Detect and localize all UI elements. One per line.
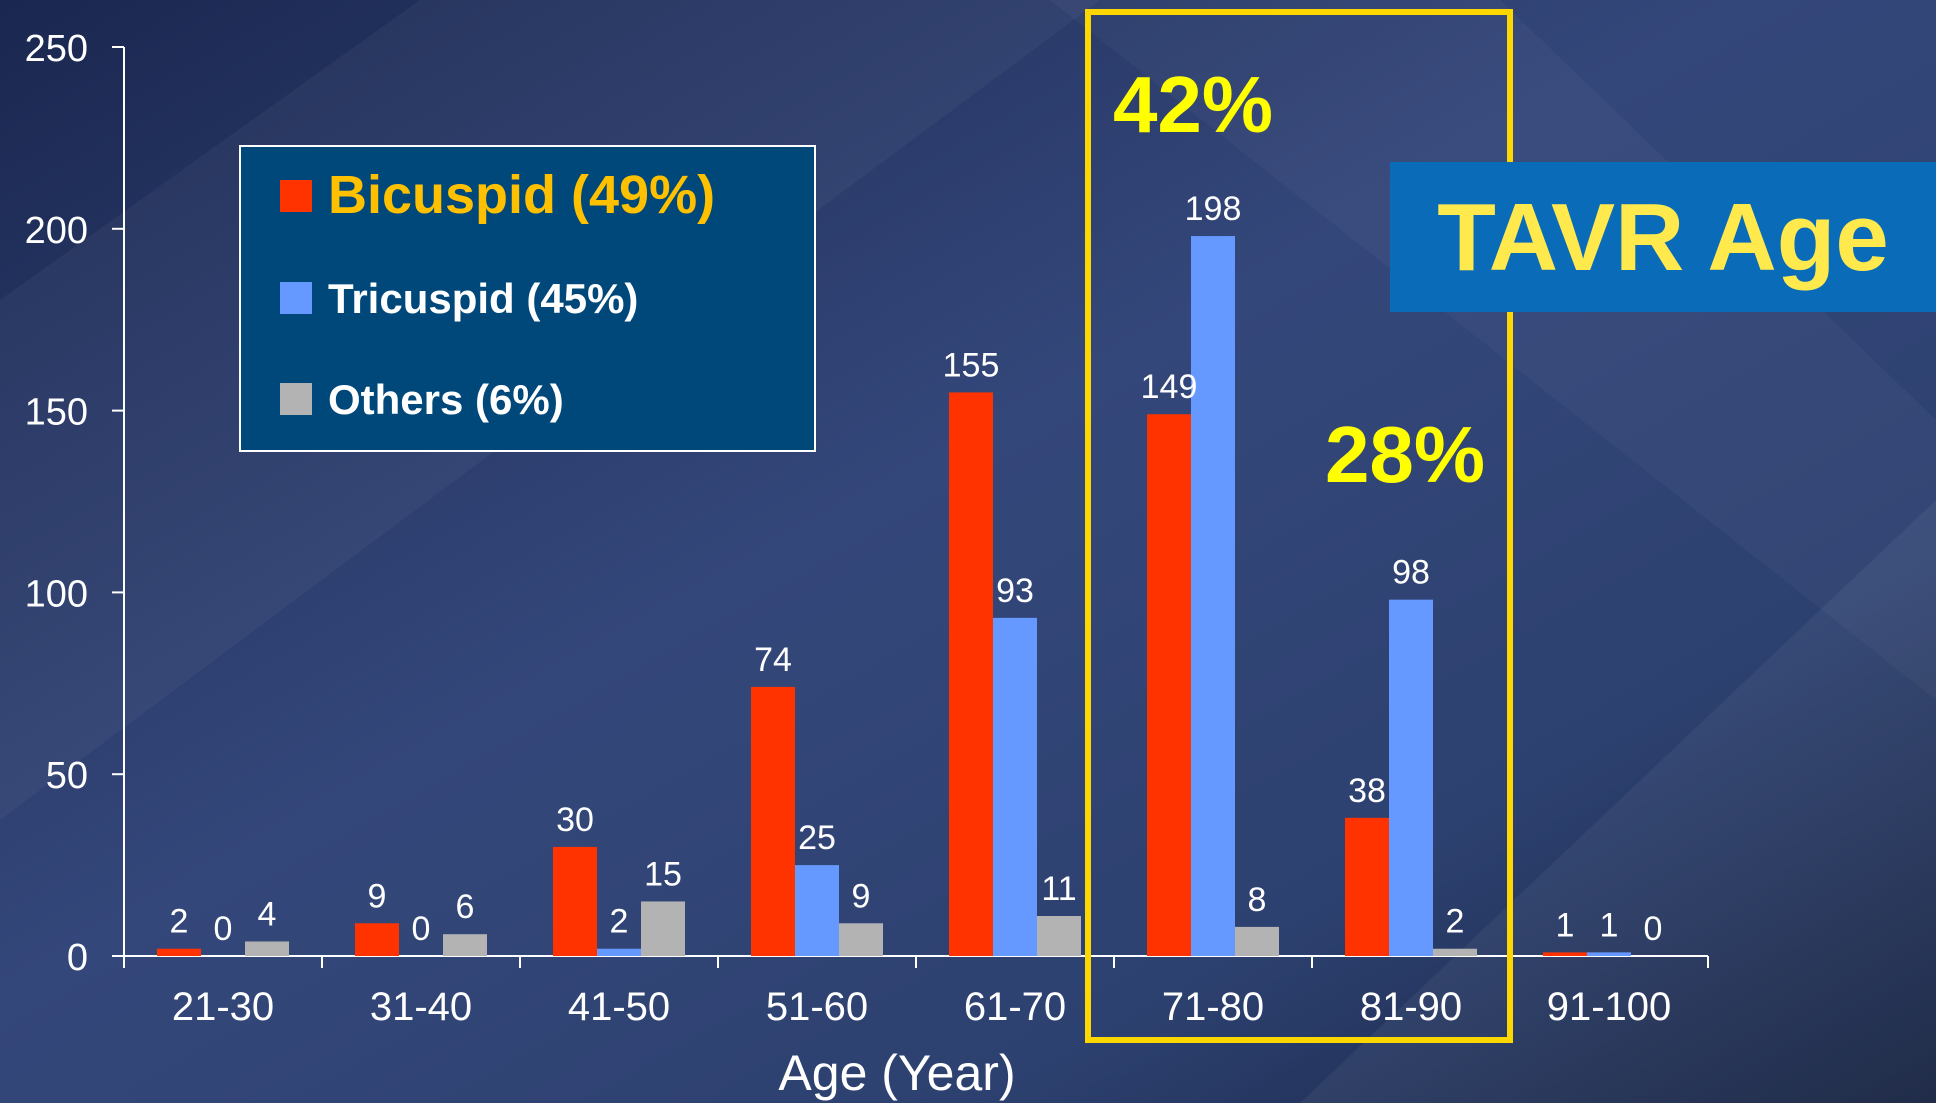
x-axis-title: Age (Year)	[778, 1045, 1015, 1101]
y-tick-label: 250	[25, 28, 88, 70]
data-label: 149	[1141, 368, 1198, 406]
y-tick-label: 150	[25, 392, 88, 434]
data-label: 93	[996, 572, 1034, 610]
data-label: 9	[368, 877, 387, 915]
data-label: 1	[1600, 906, 1619, 944]
legend-swatch	[280, 282, 312, 314]
bar-bicuspid-21-30	[157, 948, 201, 956]
bar-bicuspid-31-40	[355, 923, 399, 956]
x-tick-label: 41-50	[568, 985, 670, 1029]
data-label: 11	[1041, 870, 1076, 908]
legend-swatch	[280, 180, 312, 212]
x-tick-label: 81-90	[1360, 985, 1462, 1029]
percent-71-80-annotation: 42%	[1113, 60, 1273, 149]
bar-bicuspid-51-60	[751, 686, 795, 956]
bar-others-51-60	[839, 923, 883, 956]
data-label: 38	[1348, 772, 1386, 810]
data-label: 6	[456, 888, 475, 926]
x-tick-label: 51-60	[766, 985, 868, 1029]
data-label: 25	[798, 819, 836, 857]
percent-81-90-annotation: 28%	[1325, 410, 1485, 499]
data-label: 74	[754, 641, 792, 679]
bar-others-21-30	[245, 941, 289, 956]
bar-others-31-40	[443, 934, 487, 956]
bar-bicuspid-61-70	[949, 392, 993, 956]
data-label: 8	[1248, 881, 1267, 919]
bar-tricuspid-61-70	[993, 617, 1037, 956]
bar-others-71-80	[1235, 926, 1279, 956]
legend-swatch	[280, 383, 312, 415]
bar-bicuspid-91-100	[1543, 952, 1587, 956]
y-tick-label: 0	[67, 937, 88, 979]
data-label: 155	[943, 346, 1000, 384]
legend-label: Tricuspid (45%)	[328, 275, 638, 322]
y-tick-label: 200	[25, 210, 88, 252]
bar-bicuspid-71-80	[1147, 414, 1191, 957]
bar-tricuspid-81-90	[1389, 599, 1433, 956]
legend-label: Others (6%)	[328, 376, 564, 423]
data-label: 30	[556, 801, 594, 839]
data-label: 0	[412, 910, 431, 948]
legend-label: Bicuspid (49%)	[328, 165, 715, 225]
data-label: 9	[852, 877, 871, 915]
data-label: 4	[258, 895, 277, 933]
bar-others-81-90	[1433, 948, 1477, 956]
bar-tricuspid-71-80	[1191, 236, 1235, 956]
bar-bicuspid-41-50	[553, 846, 597, 956]
data-label: 2	[610, 903, 629, 941]
bar-bicuspid-81-90	[1345, 817, 1389, 956]
tavr-age-callout-label: TAVR Age	[1437, 184, 1889, 291]
x-tick-label: 91-100	[1547, 985, 1672, 1029]
data-label: 198	[1185, 190, 1242, 228]
x-tick-label: 71-80	[1162, 985, 1264, 1029]
y-tick-label: 50	[46, 755, 88, 797]
bar-others-61-70	[1037, 916, 1081, 956]
legend: Bicuspid (49%) Tricuspid (45%) Others (6%)	[239, 145, 816, 452]
legend-box	[239, 145, 816, 452]
bar-tricuspid-41-50	[597, 948, 641, 956]
y-tick-labels: 0 50 100 150 200 250	[25, 28, 88, 979]
data-label: 98	[1392, 554, 1430, 592]
x-tick-label: 31-40	[370, 985, 472, 1029]
data-label: 0	[1644, 910, 1663, 948]
data-label: 2	[1446, 903, 1465, 941]
x-tick-label: 21-30	[172, 985, 274, 1029]
bar-tricuspid-51-60	[795, 865, 839, 956]
tavr-age-callout-box	[1390, 162, 1936, 312]
x-tick-label: 61-70	[964, 985, 1066, 1029]
bar-others-41-50	[641, 901, 685, 956]
data-label: 0	[214, 910, 233, 948]
tavr-age-highlight-box	[1085, 9, 1513, 1043]
data-label: 15	[644, 855, 682, 893]
data-label: 1	[1556, 906, 1575, 944]
x-tick-labels: 21-30 31-40 41-50 51-60 61-70 71-80 81-90 91-10…	[172, 985, 1671, 1029]
y-tick-label: 100	[25, 573, 88, 615]
bars	[157, 236, 1631, 957]
bar-tricuspid-91-100	[1587, 952, 1631, 956]
data-label: 2	[170, 903, 189, 941]
